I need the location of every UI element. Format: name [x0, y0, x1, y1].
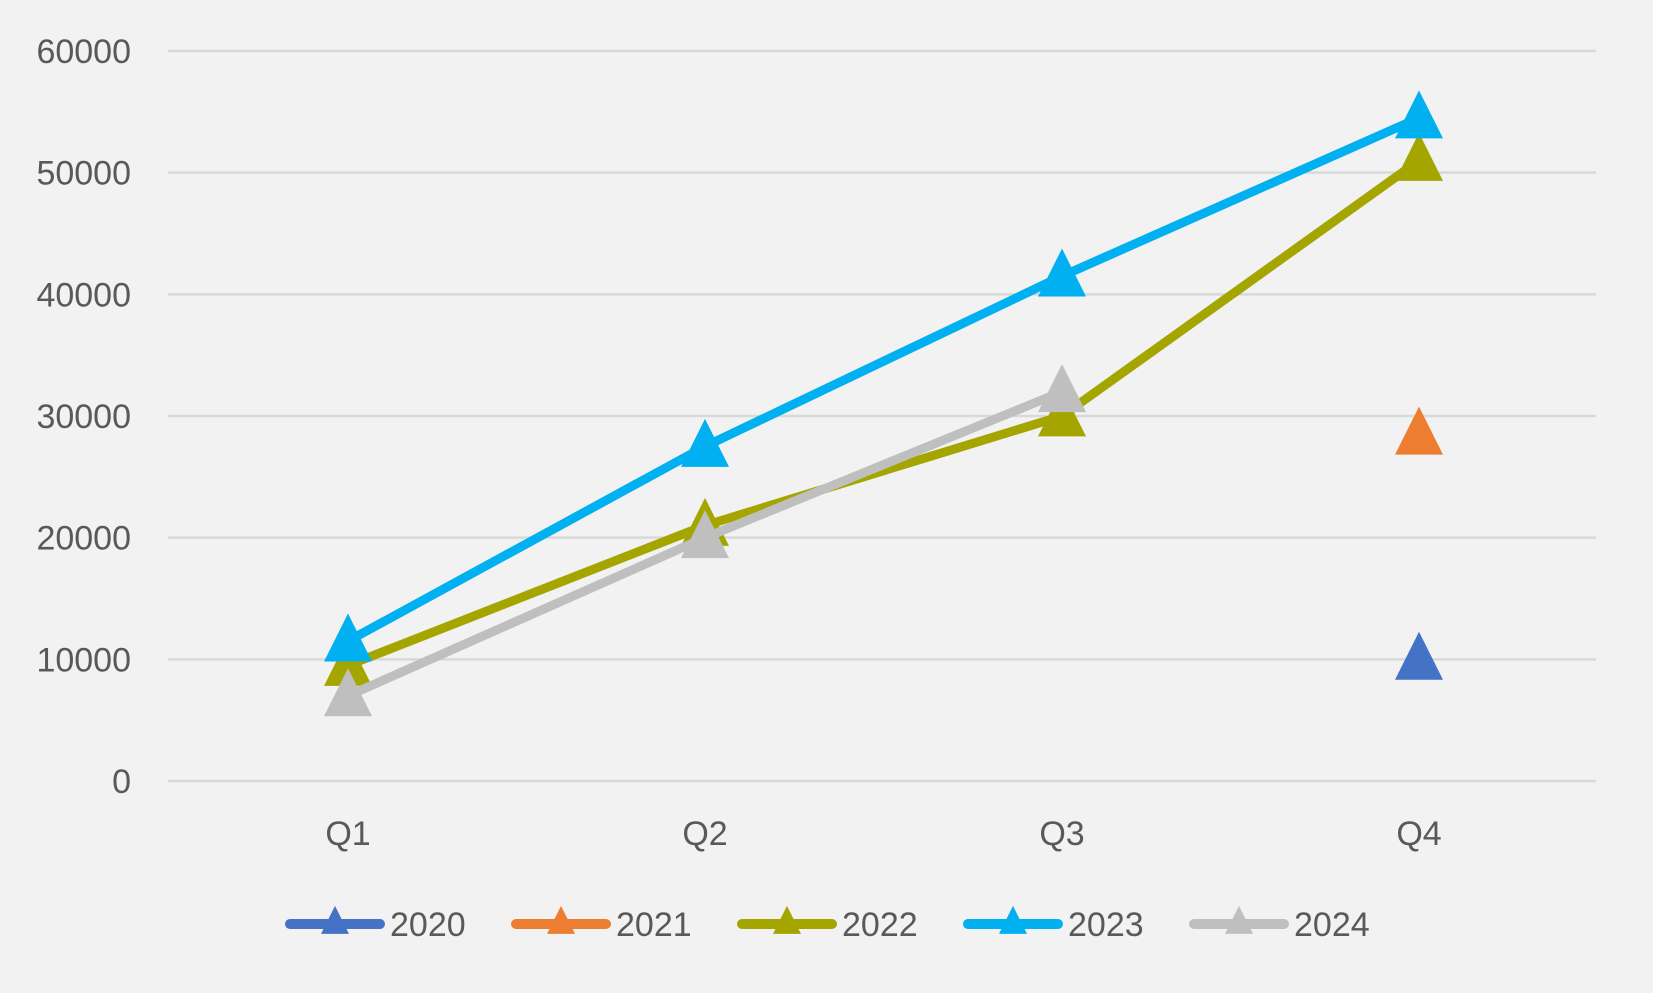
legend-label: 2022 [842, 906, 918, 944]
x-axis-ticks: Q1 Q2 Q3 Q4 [325, 815, 1441, 853]
x-tick-label: Q2 [682, 815, 727, 853]
data-point-marker [681, 418, 729, 467]
legend-swatch-marker [1225, 905, 1253, 934]
series-line-segment [700, 387, 1067, 543]
series-2022 [324, 132, 1443, 686]
legend-label: 2021 [616, 906, 692, 944]
data-point-marker [1038, 388, 1086, 437]
series-2024 [324, 364, 1086, 717]
data-point-marker [681, 510, 729, 559]
data-point-marker [324, 668, 372, 717]
legend-item-2024: 2024 [1189, 905, 1370, 944]
series-line-segment [343, 521, 710, 670]
series-2021 [1395, 406, 1443, 455]
y-tick-label: 50000 [36, 155, 131, 193]
legend-item-2022: 2022 [737, 905, 918, 944]
y-axis-ticks: 0 10000 20000 30000 40000 50000 60000 [36, 33, 131, 801]
data-point-marker [1395, 132, 1443, 181]
gridlines [168, 49, 1596, 783]
series-line-segment [343, 533, 710, 701]
data-point-marker [1038, 248, 1086, 297]
legend-label: 2020 [390, 906, 466, 944]
data-point-marker [1038, 364, 1086, 413]
y-tick-label: 0 [112, 763, 131, 801]
legend-item-2020: 2020 [285, 905, 466, 944]
y-tick-label: 20000 [36, 520, 131, 558]
legend-item-2023: 2023 [963, 905, 1144, 944]
series-line-segment [700, 271, 1067, 451]
y-tick-label: 40000 [36, 276, 131, 314]
legend-swatch-marker [547, 905, 575, 934]
series-line-segment [1057, 113, 1424, 281]
data-point-marker [1395, 90, 1443, 139]
legend-swatch-marker [773, 905, 801, 934]
series-line-segment [700, 411, 1067, 530]
legend-swatch-marker [321, 905, 349, 934]
series-line-segment [343, 441, 710, 646]
legend-label: 2023 [1068, 906, 1144, 944]
series-2020 [1395, 631, 1443, 680]
legend-label: 2024 [1294, 906, 1370, 944]
y-tick-label: 30000 [36, 398, 131, 436]
data-point-marker [324, 613, 372, 662]
data-point-marker [1395, 406, 1443, 455]
legend: 2020 2021 2022 2023 2024 [285, 905, 1370, 944]
series-2023 [324, 90, 1443, 662]
series-line-segment [1057, 156, 1424, 421]
y-tick-label: 10000 [36, 641, 131, 679]
legend-item-2021: 2021 [511, 905, 692, 944]
x-tick-label: Q3 [1039, 815, 1084, 853]
data-point-marker [1395, 631, 1443, 680]
x-tick-label: Q4 [1396, 815, 1441, 853]
y-tick-label: 60000 [36, 33, 131, 71]
data-point-marker [324, 637, 372, 686]
x-tick-label: Q1 [325, 815, 370, 853]
legend-swatch-marker [999, 905, 1027, 934]
